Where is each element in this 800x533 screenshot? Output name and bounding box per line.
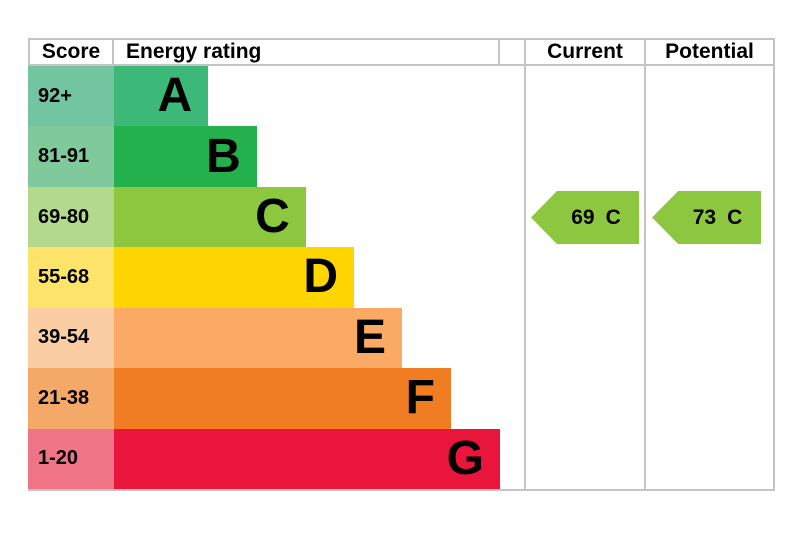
rating-letter: E	[353, 310, 386, 364]
rating-letter: F	[405, 371, 435, 425]
rating-bar: B	[114, 126, 257, 187]
rating-letter: B	[206, 129, 241, 183]
potential-column: 73 C	[646, 66, 775, 489]
bar-area: C	[114, 186, 500, 248]
bar-area: G	[114, 428, 500, 489]
header-row: Score Energy rating Current Potential	[28, 38, 775, 66]
current-column: 69 C	[524, 66, 646, 489]
current-header: Current	[524, 40, 646, 66]
rating-letter: D	[303, 250, 339, 304]
header-gap	[500, 40, 524, 66]
rating-letter: A	[157, 69, 193, 123]
rating-bar: C	[114, 186, 306, 248]
score-cell: 92+	[28, 66, 114, 127]
epc-rating-chart: Score Energy rating Current Potential 92…	[28, 38, 775, 493]
bar-area: E	[114, 307, 500, 369]
column-gap	[500, 66, 524, 489]
score-cell: 39-54	[28, 307, 114, 369]
rating-letter: C	[255, 190, 290, 244]
rating-bar: F	[114, 368, 451, 429]
rating-bar: D	[114, 247, 355, 308]
energy-rating-header: Energy rating	[114, 40, 500, 66]
score-cell: 21-38	[28, 368, 114, 429]
bar-area: F	[114, 368, 500, 429]
potential-band-letter: C	[727, 205, 743, 229]
bar-area: D	[114, 247, 500, 308]
score-cell: 69-80	[28, 186, 114, 248]
score-cell: 1-20	[28, 428, 114, 489]
band-row-a: 92+ A	[28, 66, 500, 127]
score-header: Score	[28, 40, 114, 66]
band-row-e: 39-54 E	[28, 307, 500, 369]
potential-header: Potential	[646, 40, 775, 66]
band-row-f: 21-38 F	[28, 368, 500, 429]
rating-bar: G	[114, 428, 500, 489]
band-row-b: 81-91 B	[28, 126, 500, 187]
bands-section: 92+ A 81-91 B 69-80	[28, 66, 500, 489]
bar-area: A	[114, 66, 500, 127]
band-row-c: 69-80 C	[28, 186, 500, 248]
rating-bar: A	[114, 66, 209, 127]
potential-value: 73	[692, 205, 717, 229]
rating-letter: G	[446, 431, 484, 485]
band-row-g: 1-20 G	[28, 428, 500, 489]
band-row-d: 55-68 D	[28, 247, 500, 308]
current-band-letter: C	[605, 205, 621, 229]
bar-area: B	[114, 126, 500, 187]
current-value: 69	[571, 205, 595, 229]
score-cell: 55-68	[28, 247, 114, 308]
score-cell: 81-91	[28, 126, 114, 187]
chart-body: 92+ A 81-91 B 69-80	[28, 66, 775, 491]
rating-bar: E	[114, 307, 402, 369]
potential-rating-arrow: 73 C	[652, 191, 761, 244]
current-rating-arrow: 69 C	[531, 191, 639, 244]
